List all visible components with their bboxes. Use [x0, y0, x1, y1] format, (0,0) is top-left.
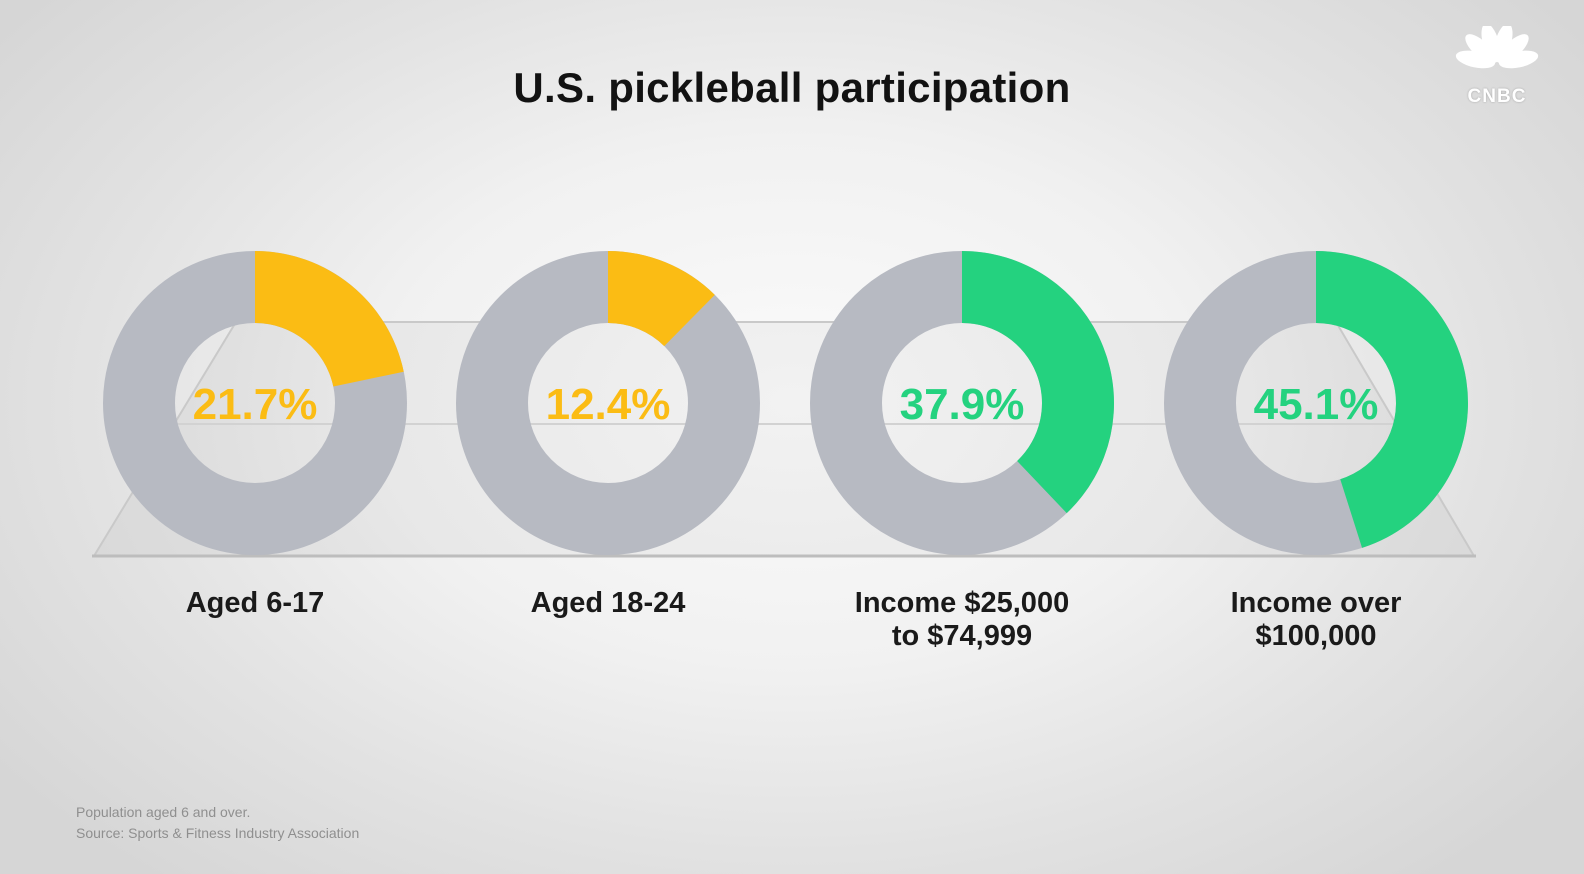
- chart-title: U.S. pickleball participation: [513, 64, 1071, 111]
- donut-value-label: 12.4%: [546, 380, 671, 429]
- cnbc-wordmark: CNBC: [1467, 86, 1527, 107]
- donut-value-label: 37.9%: [900, 380, 1025, 429]
- category-label: Aged 18-24: [530, 587, 686, 619]
- footnote-population: Population aged 6 and over.: [76, 804, 251, 820]
- category-label: Income $25,000 to $74,999: [854, 587, 1070, 652]
- donut-chart: 37.9%: [810, 251, 1114, 555]
- donut-slice: [608, 251, 715, 347]
- donut-chart: 12.4%: [456, 251, 760, 555]
- footnote-source: Source: Sports & Fitness Industry Associ…: [76, 825, 360, 841]
- donut-slice: [255, 251, 404, 387]
- donut-chart: 45.1%: [1164, 251, 1468, 555]
- peacock-icon: [1455, 23, 1539, 69]
- footnote: Population aged 6 and over. Source: Spor…: [76, 802, 359, 844]
- donut-slice: [1316, 251, 1468, 548]
- peacock-feather: [1498, 50, 1539, 69]
- donut-value-label: 45.1%: [1254, 380, 1379, 429]
- donut-value-label: 21.7%: [193, 380, 318, 429]
- category-label: Aged 6-17: [185, 587, 325, 619]
- donut-chart: 21.7%: [103, 251, 407, 555]
- category-label: Income over $100,000: [1230, 587, 1402, 652]
- cnbc-logo: CNBC: [1442, 23, 1552, 110]
- donut-slice: [962, 251, 1114, 514]
